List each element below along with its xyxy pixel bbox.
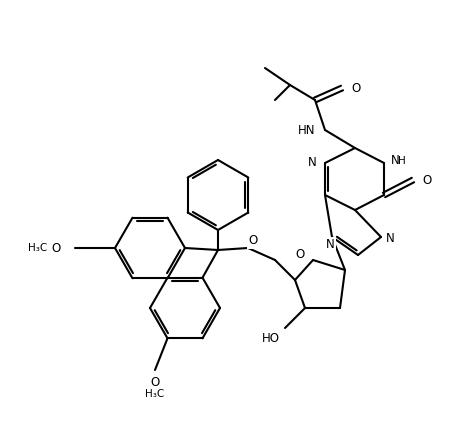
Text: H₃C: H₃C [28, 243, 47, 253]
Text: N: N [308, 156, 317, 169]
Text: O: O [151, 375, 159, 388]
Text: O: O [351, 81, 360, 94]
Text: O: O [249, 235, 257, 248]
Text: HO: HO [262, 332, 280, 345]
Text: O: O [422, 174, 431, 187]
Text: N: N [386, 233, 395, 246]
Text: O: O [52, 242, 61, 255]
Text: HN: HN [297, 123, 315, 136]
Text: H₃C: H₃C [145, 389, 165, 399]
Text: N: N [391, 155, 400, 168]
Text: O: O [296, 249, 305, 262]
Text: N: N [325, 239, 334, 252]
Text: H: H [398, 156, 406, 166]
